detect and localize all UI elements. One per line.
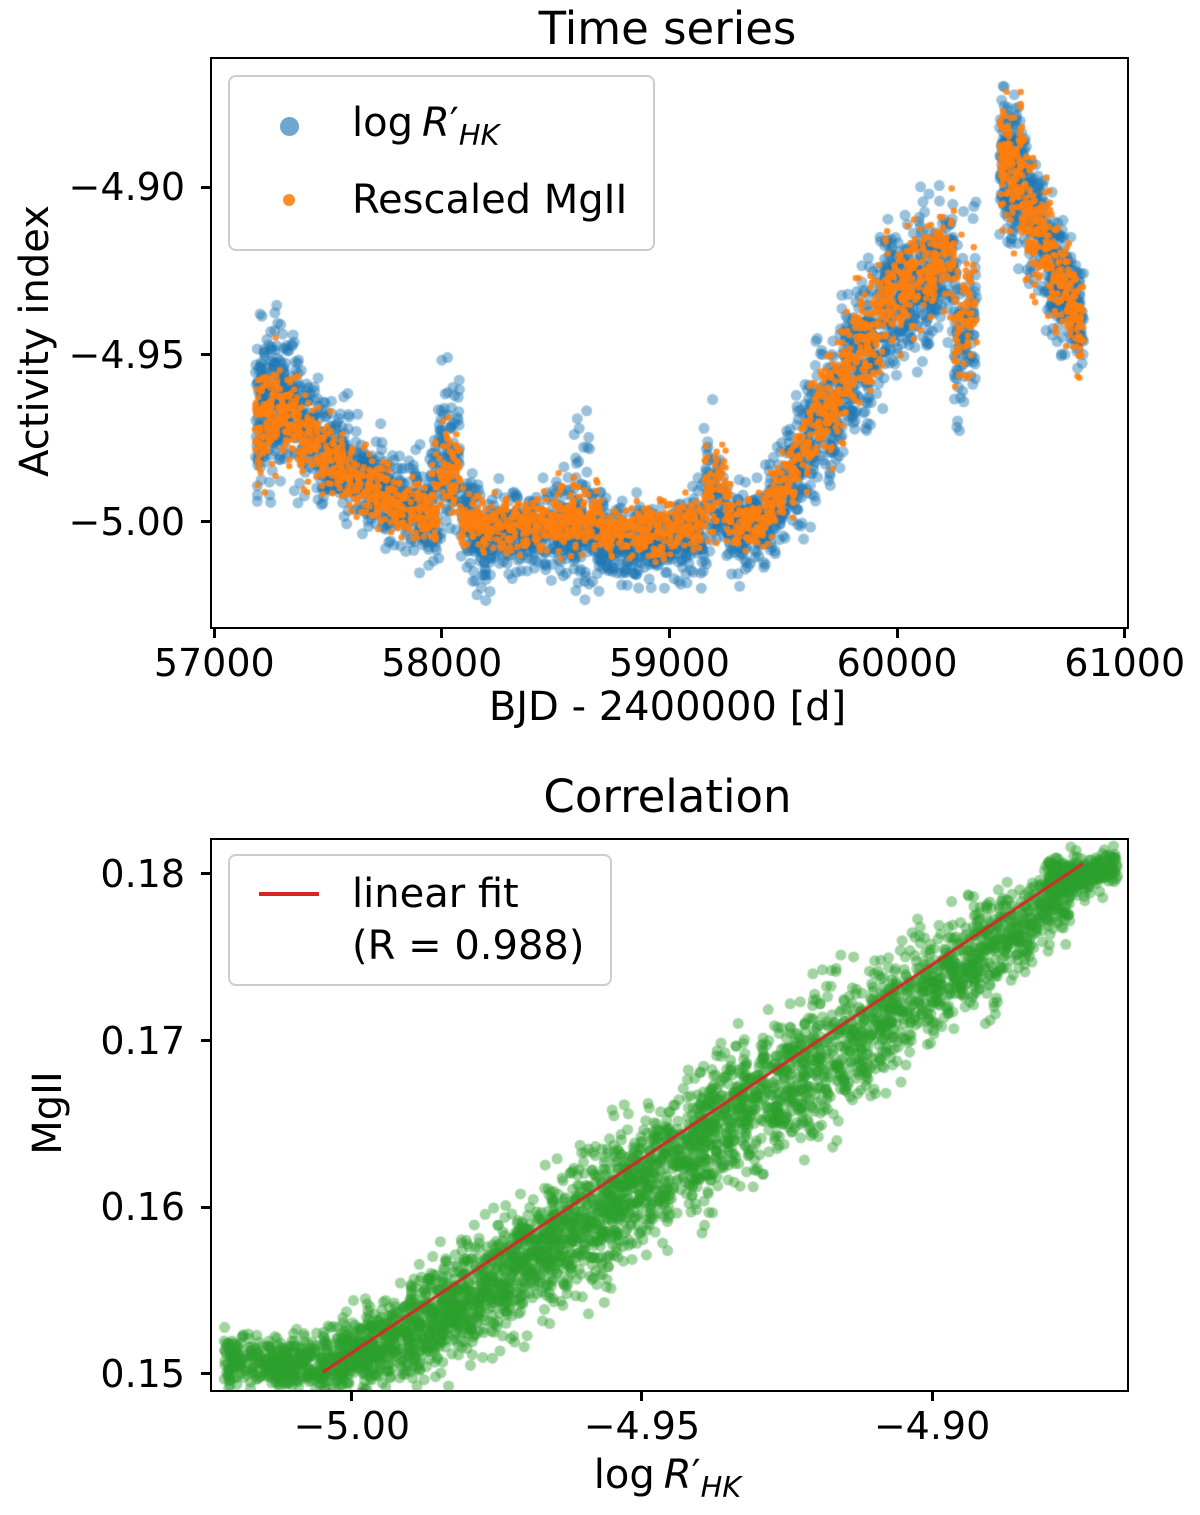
legend-item-mgii: Rescaled MgII xyxy=(246,163,627,237)
mgii-marker-icon xyxy=(283,194,295,206)
log-prefix: log xyxy=(593,1452,655,1498)
timeseries-plot-area: log R′HK Rescaled MgII xyxy=(210,57,1129,629)
prime-mark: ′ xyxy=(691,1452,701,1498)
legend-marker-col xyxy=(246,868,332,896)
y-tick-mark xyxy=(201,520,210,524)
correlation-y-axis-label: MgII xyxy=(25,1071,71,1155)
r-symbol: R xyxy=(421,100,450,146)
y-tick-label: 0.15 xyxy=(100,1351,185,1396)
y-tick-label: 0.18 xyxy=(100,851,185,896)
y-tick-mark xyxy=(201,353,210,357)
x-tick-label: 58000 xyxy=(381,641,503,685)
legend-marker-col xyxy=(246,116,332,136)
x-tick-mark xyxy=(440,629,444,638)
y-tick-mark xyxy=(201,872,210,876)
fit-label-line1: linear fit xyxy=(352,871,519,917)
r-symbol: R xyxy=(663,1452,692,1498)
legend-item-linear-fit: linear fit (R = 0.988) xyxy=(246,868,584,972)
correlation-legend: linear fit (R = 0.988) xyxy=(228,854,613,986)
x-tick-label: 59000 xyxy=(609,641,730,685)
legend-label-logrhk: log R′HK xyxy=(352,100,499,152)
y-tick-mark xyxy=(201,185,210,189)
x-tick-mark xyxy=(895,629,899,638)
fit-label-line2: (R = 0.988) xyxy=(352,923,585,969)
logrhk-marker-icon xyxy=(279,116,299,136)
legend-marker-col xyxy=(246,194,332,206)
y-tick-mark xyxy=(201,1205,210,1209)
x-tick-mark xyxy=(212,629,216,638)
x-tick-mark xyxy=(930,1392,934,1401)
x-tick-label: 57000 xyxy=(153,641,275,685)
x-tick-label: −4.95 xyxy=(583,1404,701,1448)
y-tick-label: −5.00 xyxy=(68,499,185,544)
y-tick-label: 0.16 xyxy=(100,1185,185,1230)
x-tick-mark xyxy=(350,1392,354,1401)
y-tick-mark xyxy=(201,1039,210,1043)
correlation-title: Correlation xyxy=(543,770,792,823)
prime-mark: ′ xyxy=(449,100,459,146)
x-tick-label: −4.90 xyxy=(873,1404,991,1448)
x-tick-mark xyxy=(668,629,671,638)
y-tick-label: −4.90 xyxy=(68,165,185,210)
hk-subscript: HK xyxy=(458,118,500,152)
legend-label-mgii: Rescaled MgII xyxy=(352,177,628,223)
legend-item-logrhk: log R′HK xyxy=(246,89,627,163)
x-tick-mark xyxy=(1123,629,1127,638)
x-tick-mark xyxy=(640,1392,644,1401)
timeseries-x-axis-label: BJD - 2400000 [d] xyxy=(488,684,847,730)
y-tick-label: −4.95 xyxy=(68,332,185,377)
y-tick-mark xyxy=(201,1372,210,1376)
hk-subscript: HK xyxy=(700,1470,742,1504)
x-tick-label: 61000 xyxy=(1064,641,1186,685)
y-tick-label: 0.17 xyxy=(100,1018,185,1063)
legend-label-linear-fit: linear fit (R = 0.988) xyxy=(352,868,584,972)
fit-line-icon xyxy=(259,892,319,896)
timeseries-legend: log R′HK Rescaled MgII xyxy=(228,75,656,251)
log-prefix: log xyxy=(352,100,413,146)
timeseries-title: Time series xyxy=(538,2,797,55)
correlation-x-axis-label: log R′HK xyxy=(210,1452,1125,1504)
x-tick-label: 60000 xyxy=(836,641,958,685)
x-tick-label: −5.00 xyxy=(293,1404,411,1448)
correlation-plot-area: linear fit (R = 0.988) xyxy=(210,838,1129,1392)
